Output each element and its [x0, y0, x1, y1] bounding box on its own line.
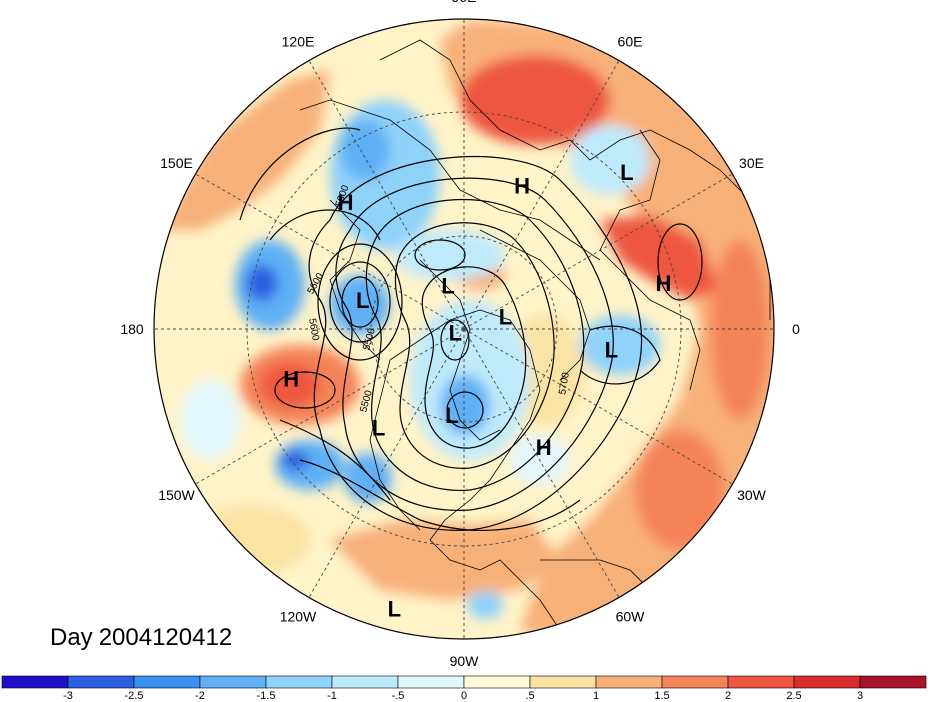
colorbar-swatch	[1, 675, 69, 689]
high-pressure-marker: H	[338, 190, 354, 215]
colorbar-tick-label: 0	[461, 690, 467, 702]
colorbar-swatch	[67, 675, 135, 689]
meridian-line	[463, 60, 620, 330]
anomaly-field	[154, 19, 774, 639]
low-pressure-marker: L	[445, 403, 458, 428]
contour-value-label: 5700	[557, 371, 572, 395]
longitude-labels: 90E 60E 30E 0 30W 60W 90W 120W 150W 180 150E 120E	[120, 0, 800, 669]
low-pressure-marker: L	[620, 160, 633, 185]
colorbar-tick-label: 1.5	[654, 690, 669, 702]
colorbar-tick-label: .5	[525, 690, 534, 702]
low-pressure-marker: L	[372, 415, 385, 440]
colorbar-swatch	[529, 675, 597, 689]
colorbar-tick-label: 3	[857, 690, 863, 702]
meridian-line	[195, 173, 465, 330]
longitude-label: 180	[120, 321, 144, 337]
colorbar-swatch	[463, 675, 531, 689]
low-pressure-marker: L	[449, 321, 462, 346]
high-pressure-marker: H	[655, 271, 671, 296]
colorbar-tick-label: -1.5	[257, 690, 276, 702]
colorbar-swatch	[133, 675, 201, 689]
contour-value-label: 5600	[306, 318, 321, 342]
longitude-label: 150W	[158, 487, 195, 503]
meridian-line	[463, 173, 733, 330]
day-title: Day 2004120412	[50, 624, 232, 651]
longitude-label: 120W	[280, 609, 317, 625]
colorbar-tick-label: -2	[195, 690, 205, 702]
colorbar-swatch	[331, 675, 399, 689]
colorbar-swatch	[199, 675, 267, 689]
colorbar-tick-label: -.5	[392, 690, 405, 702]
day-title-prefix: Day	[50, 624, 93, 651]
meridian-line	[308, 328, 465, 598]
longitude-label: 30W	[737, 487, 767, 503]
longitude-label: 60W	[616, 609, 646, 625]
height-contours	[239, 127, 703, 532]
longitude-label: 90E	[452, 0, 477, 5]
colorbar-tick-label: -1	[327, 690, 337, 702]
meridian-line	[195, 328, 465, 485]
high-pressure-marker: H	[514, 173, 530, 198]
low-pressure-marker: L	[441, 273, 454, 298]
longitude-label: 150E	[160, 155, 193, 171]
colorbar-swatch	[595, 675, 663, 689]
high-pressure-marker: H	[536, 435, 552, 460]
low-pressure-marker: L	[356, 288, 369, 313]
longitude-label: 30E	[739, 155, 764, 171]
colorbar-tick-label: 1	[593, 690, 599, 702]
colorbar-tick-label: 2	[725, 690, 731, 702]
low-pressure-marker: L	[388, 597, 401, 622]
colorbar-swatch	[727, 675, 795, 689]
colorbar-swatch	[793, 675, 861, 689]
colorbar: -3 -2.5 -2 -1.5 -1 -.5 0 .5 1 1.5 2 2.5 3	[1, 675, 927, 702]
longitude-label: 60E	[618, 34, 643, 50]
meridian-line	[463, 328, 733, 485]
colorbar-swatch	[397, 675, 465, 689]
colorbar-tick-label: 2.5	[786, 690, 801, 702]
longitude-label: 120E	[282, 34, 315, 50]
colorbar-tick-label: -3	[63, 690, 73, 702]
colorbar-swatch	[661, 675, 729, 689]
graticule	[154, 19, 774, 639]
low-pressure-marker: L	[499, 304, 512, 329]
low-pressure-marker: L	[605, 338, 618, 363]
longitude-label: 90W	[450, 653, 480, 669]
high-pressure-marker: H	[283, 367, 299, 392]
colorbar-tick-label: -2.5	[125, 690, 144, 702]
meridian-line	[463, 328, 620, 598]
colorbar-swatch	[265, 675, 333, 689]
meridian-line	[308, 60, 465, 330]
colorbar-swatch	[859, 675, 927, 689]
longitude-label: 0	[792, 321, 800, 337]
day-title-date: 2004120412	[99, 624, 232, 651]
map-boundary	[153, 18, 775, 640]
